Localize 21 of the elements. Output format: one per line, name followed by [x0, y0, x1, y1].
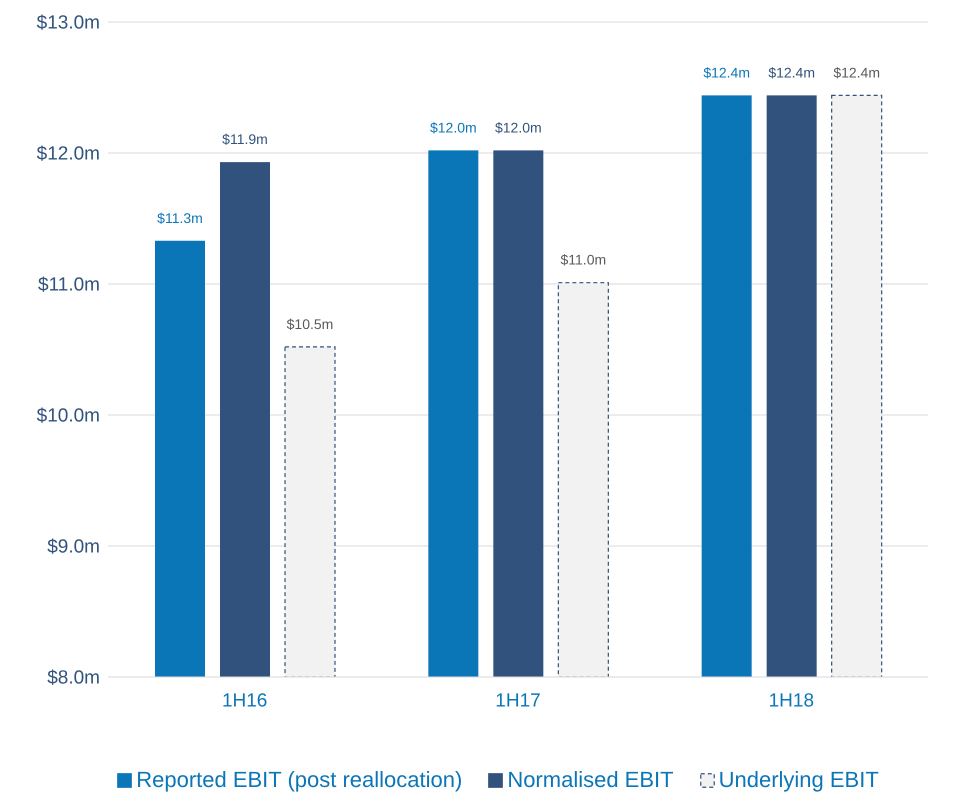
data-label: $12.0m: [430, 119, 477, 136]
y-tick-label: $10.0m: [36, 406, 100, 427]
y-tick-label: $9.0m: [47, 536, 100, 558]
x-tick-label: 1H17: [495, 690, 541, 712]
x-tick-label: 1H18: [768, 690, 814, 712]
data-label: $12.0m: [494, 119, 542, 136]
y-tick-label: $8.0m: [47, 668, 100, 689]
data-label: $12.4m: [703, 64, 750, 80]
y-tick-label: $13.0m: [36, 12, 100, 34]
legend-label: Normalised EBIT: [507, 767, 674, 793]
data-label: $10.5m: [286, 316, 334, 332]
data-label: $12.4m: [833, 64, 880, 80]
legend-label: Reported EBIT (post reallocation): [136, 767, 462, 793]
x-tick-label: 1H16: [222, 690, 268, 712]
legend-label: Underlying EBIT: [718, 767, 879, 793]
y-tick-label: $11.0m: [38, 274, 100, 296]
data-label: $12.4m: [768, 64, 816, 80]
data-label: $11.9m: [222, 131, 268, 148]
y-tick-label: $12.0m: [36, 144, 100, 165]
data-label: $11.0m: [560, 252, 606, 268]
data-label: $11.3m: [157, 210, 203, 226]
